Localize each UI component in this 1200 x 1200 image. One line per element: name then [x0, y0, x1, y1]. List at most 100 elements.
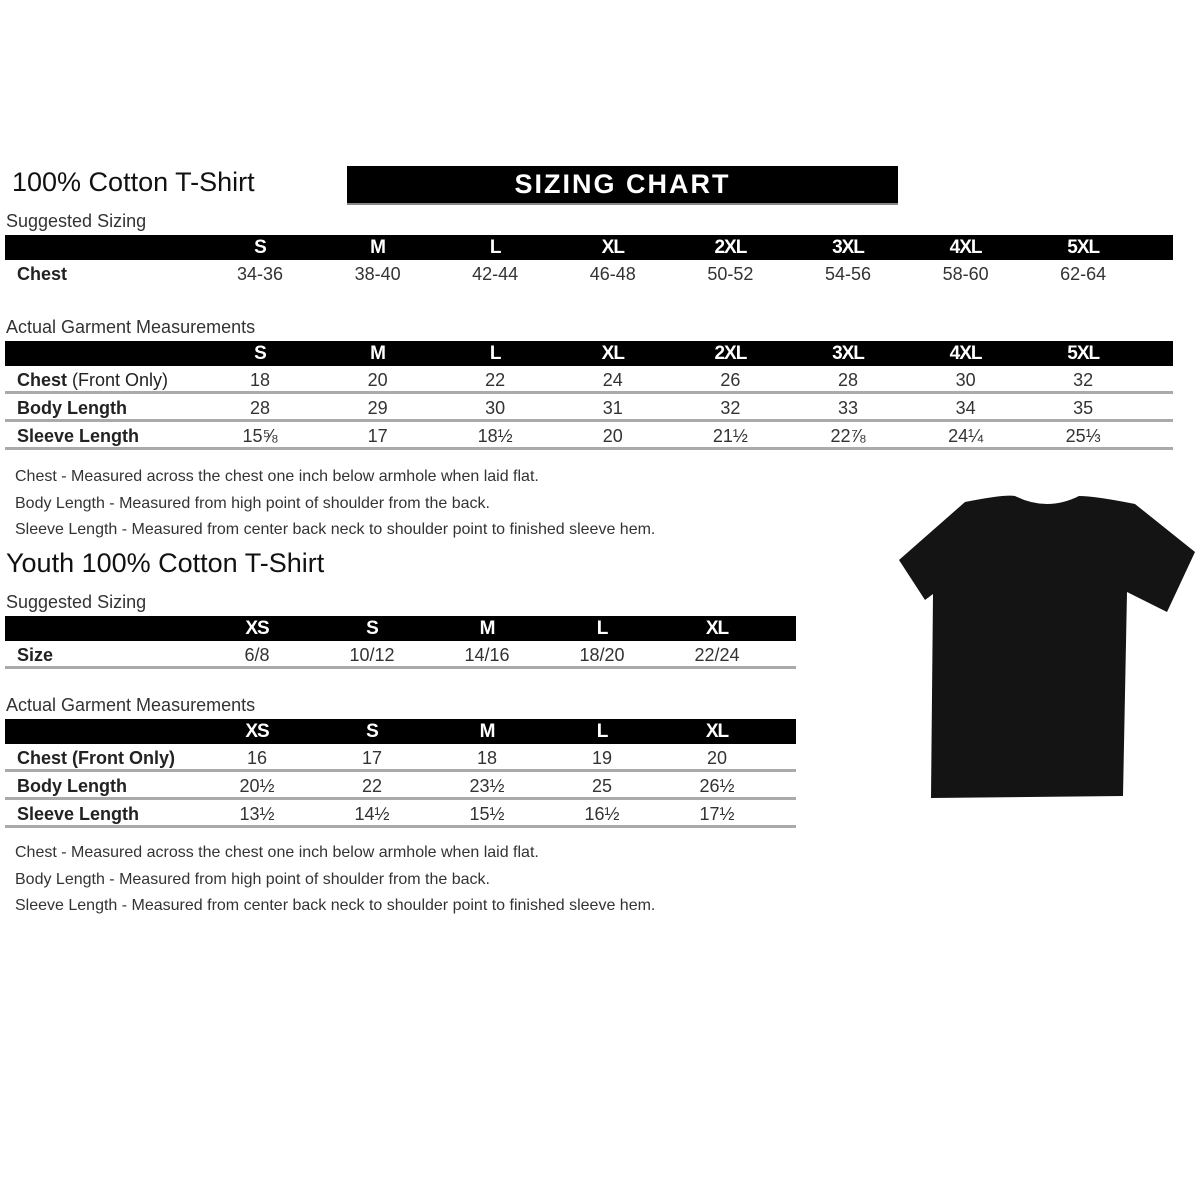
size-header: 4XL: [949, 237, 983, 258]
row-label-text: Body Length: [17, 398, 127, 418]
size-header: L: [596, 618, 609, 639]
table-cell: 18½: [477, 426, 513, 446]
note-line: Chest - Measured across the chest one in…: [15, 468, 539, 485]
note-line: Chest - Measured across the chest one in…: [15, 844, 539, 861]
adult-actual-label: Actual Garment Measurements: [6, 317, 256, 337]
row-label-suffix: (Front Only): [67, 370, 169, 390]
youth-suggested-table: XS S M L XL Size 6/8 10/12 14/16 18/20 22/24: [5, 616, 796, 669]
size-header: XS: [245, 721, 269, 742]
size-header: L: [596, 721, 609, 742]
size-header-bar: XS S M L XL: [5, 719, 796, 744]
table-cell: 54-56: [824, 264, 872, 284]
row-label-text: Sleeve Length: [17, 426, 140, 446]
size-header: M: [479, 721, 496, 742]
row-label-text: Chest: [17, 370, 68, 390]
table-row: Chest (Front Only) 16 17 18 19 20: [5, 744, 796, 772]
size-header: S: [366, 721, 379, 742]
table-cell: 18/20: [579, 645, 625, 665]
table-cell: 13½: [239, 804, 275, 824]
row-label: Body Length: [17, 394, 127, 422]
row-label: Chest: [17, 260, 67, 288]
table-cell: 22⅞: [830, 426, 866, 446]
table-cell: 17½: [699, 804, 735, 824]
table-cell: 18: [249, 370, 271, 390]
table-cell: 20: [367, 370, 388, 390]
table-cell: 42-44: [472, 264, 519, 284]
size-header: 3XL: [832, 237, 865, 258]
table-cell: 6/8: [244, 645, 270, 665]
size-header: M: [479, 618, 496, 639]
row-label: Sleeve Length: [17, 800, 139, 828]
youth-actual-label: Actual Garment Measurements: [6, 695, 256, 715]
table-cell: 30: [955, 370, 976, 390]
table-cell: 25: [591, 776, 613, 796]
note-line: Body Length - Measured from high point o…: [15, 494, 490, 512]
table-cell: 24: [602, 370, 623, 390]
row-label: Chest (Front Only): [17, 744, 175, 772]
size-header-bar: XS S M L XL: [5, 616, 796, 641]
table-cell: 19: [591, 748, 613, 768]
table-cell: 15½: [469, 804, 505, 824]
table-cell: 31: [602, 398, 623, 418]
table-cell: 10/12: [349, 645, 395, 665]
table-cell: 58-60: [942, 264, 989, 284]
table-cell: 26½: [699, 776, 735, 796]
size-header: S: [254, 237, 267, 258]
adult-suggested-table: S M L XL 2XL 3XL 4XL 5XL Chest 34-36 38-40 42-44 46-…: [5, 235, 1173, 288]
size-header: 4XL: [949, 343, 983, 364]
table-cell: 17: [367, 426, 388, 446]
table-row: Chest 34-36 38-40 42-44 46-48 50-52 54-56 58-60…: [5, 260, 1173, 288]
row-label: Size: [17, 641, 53, 669]
table-row: Body Length 20½ 22 23½ 25 26½: [5, 772, 796, 800]
table-cell: 33: [837, 398, 859, 418]
table-cell: 32: [720, 398, 741, 418]
size-header: XS: [245, 618, 269, 639]
table-cell: 21½: [712, 426, 748, 446]
table-cell: 22: [361, 776, 383, 796]
table-cell: 32: [1073, 370, 1094, 390]
youth-title: Youth 100% Cotton T-Shirt: [6, 548, 325, 578]
row-label: Sleeve Length: [17, 422, 139, 450]
table-row: Size 6/8 10/12 14/16 18/20 22/24: [5, 641, 796, 669]
size-header: L: [489, 237, 502, 258]
row-label-text: Body Length: [17, 776, 127, 796]
table-cell: 22/24: [694, 645, 740, 665]
tshirt-image: [899, 495, 1195, 798]
youth-notes: Chest - Measured across the chest one in…: [15, 840, 655, 920]
size-header: XL: [705, 618, 729, 639]
table-cell: 34: [955, 398, 976, 418]
table-cell: 25⅓: [1065, 426, 1101, 446]
size-header: 5XL: [1067, 237, 1100, 258]
size-header: XL: [601, 237, 625, 258]
size-header-bar: S M L XL 2XL 3XL 4XL 5XL: [5, 341, 1173, 366]
size-header: 2XL: [714, 237, 747, 258]
table-cell: 34-36: [236, 264, 284, 284]
sizing-chart-banner: SIZING CHART: [347, 166, 898, 205]
table-cell: 38-40: [354, 264, 401, 284]
youth-actual-table: XS S M L XL Chest (Front Only) 16 17 18 19 20 Body …: [5, 719, 796, 828]
table-cell: 50-52: [707, 264, 754, 284]
adult-title: 100% Cotton T-Shirt: [12, 167, 255, 197]
size-header: 2XL: [714, 343, 747, 364]
table-cell: 20: [602, 426, 623, 446]
table-cell: 15⅝: [242, 426, 278, 446]
size-header: 3XL: [832, 343, 865, 364]
table-cell: 30: [485, 398, 506, 418]
table-row: Sleeve Length 13½ 14½ 15½ 16½ 17½: [5, 800, 796, 828]
adult-suggested-label: Suggested Sizing: [6, 211, 147, 231]
table-cell: 23½: [469, 776, 505, 796]
table-cell: 22: [485, 370, 506, 390]
adult-notes: Chest - Measured across the chest one in…: [15, 464, 655, 544]
size-header: XL: [705, 721, 729, 742]
row-label-text: Sleeve Length: [17, 804, 140, 824]
table-cell: 28: [837, 370, 859, 390]
table-row: Chest (Front Only) 18 20 22 24 26 28 30 32: [5, 366, 1173, 394]
table-cell: 26: [720, 370, 741, 390]
size-header-bar: S M L XL 2XL 3XL 4XL 5XL: [5, 235, 1173, 260]
table-cell: 18: [476, 748, 498, 768]
size-header: XL: [601, 343, 625, 364]
note-line: Sleeve Length - Measured from center bac…: [15, 897, 656, 914]
table-cell: 46-48: [589, 264, 636, 284]
table-cell: 24¼: [948, 426, 984, 446]
table-cell: 14½: [354, 804, 390, 824]
